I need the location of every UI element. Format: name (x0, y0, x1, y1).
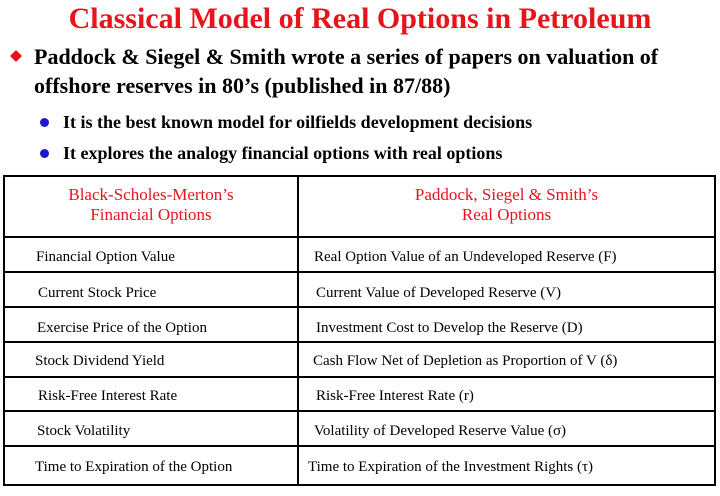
diamond-icon (10, 50, 22, 62)
table-cell: Volatility of Developed Reserve Value (σ… (314, 423, 567, 439)
sub-bullet-text: It explores the analogy financial option… (63, 143, 503, 163)
table-cell: Cash Flow Net of Depletion as Proportion… (313, 353, 618, 369)
table-cell: Time to Expiration of the Option (35, 459, 233, 475)
table-cell: Real Option Value of an Undeveloped Rese… (314, 249, 617, 265)
row-divider (5, 376, 714, 378)
row-divider (5, 410, 714, 412)
row-divider (5, 445, 714, 447)
sub-bullet: It is the best known model for oilfields… (40, 110, 710, 134)
sub-bullet-text: It is the best known model for oilfields… (63, 112, 533, 132)
comparison-table: Black-Scholes-Merton’s Financial Options… (3, 175, 716, 486)
row-divider (5, 341, 714, 343)
table-cell: Exercise Price of the Option (37, 320, 207, 336)
header-financial-options: Black-Scholes-Merton’s Financial Options (68, 185, 234, 224)
sub-bullet: It explores the analogy financial option… (40, 141, 710, 165)
header-real-options: Paddock, Siegel & Smith’s Real Options (414, 185, 599, 224)
table-cell: Risk-Free Interest Rate (r) (316, 388, 474, 404)
table-cell: Investment Cost to Develop the Reserve (… (316, 320, 583, 336)
dot-icon (40, 149, 49, 158)
main-bullet-text: Paddock & Siegel & Smith wrote a series … (34, 44, 659, 98)
table-cell: Stock Dividend Yield (35, 353, 165, 369)
row-divider (5, 306, 714, 308)
main-bullet: Paddock & Siegel & Smith wrote a series … (10, 42, 715, 100)
table-cell: Risk-Free Interest Rate (38, 388, 178, 404)
table-cell: Time to Expiration of the Investment Rig… (308, 459, 594, 475)
table-cell: Financial Option Value (36, 249, 175, 265)
column-divider (297, 177, 299, 484)
dot-icon (40, 118, 49, 127)
row-divider (5, 271, 714, 273)
table-cell: Current Stock Price (38, 285, 157, 301)
table-cell: Stock Volatility (37, 423, 131, 439)
slide-title: Classical Model of Real Options in Petro… (68, 2, 652, 35)
row-divider (5, 236, 714, 238)
table-cell: Current Value of Developed Reserve (V) (316, 285, 562, 301)
